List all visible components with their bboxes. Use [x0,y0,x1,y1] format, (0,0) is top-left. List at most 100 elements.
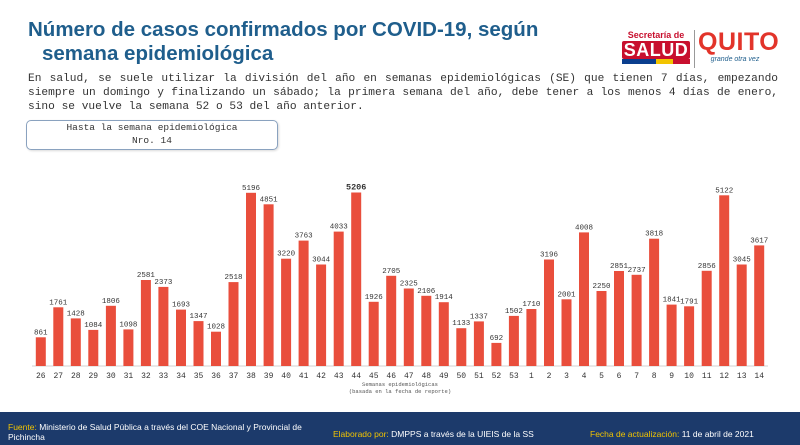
footer-source-key: Fuente: [8,422,37,432]
data-label-week-37: 2518 [224,274,242,282]
x-tick-label-4: 4 [582,372,587,381]
page-title-line2: semana epidemiológica [42,42,274,65]
x-tick-label-32: 32 [141,372,151,381]
bar-week-37 [228,282,239,366]
footer-upd-key: Fecha de actualización: [590,429,680,439]
x-tick-label-42: 42 [316,372,326,381]
footer-elaborated: Elaborado por: DMPPS a través de la UIEI… [333,429,534,439]
logo-divider [694,30,695,68]
x-tick-label-53: 53 [509,372,519,381]
bar-week-6 [614,271,624,366]
week-badge-line1: Hasta la semana epidemiológica [66,122,238,133]
data-label-week-42: 3044 [312,257,331,265]
data-label-week-33: 2373 [154,279,173,287]
x-tick-label-13: 13 [737,372,747,381]
x-tick-label-10: 10 [684,372,694,381]
x-tick-label-47: 47 [404,372,414,381]
data-label-week-26: 861 [34,329,48,337]
bar-week-5 [596,291,607,366]
data-label-week-3: 2001 [557,291,576,299]
x-tick-label-12: 12 [719,372,729,381]
bar-week-31 [123,329,134,366]
x-tick-label-27: 27 [53,372,63,381]
page-title: Número de casos confirmados por COVID-19… [28,18,588,66]
x-tick-label-43: 43 [334,372,344,381]
data-label-week-46: 2705 [382,268,401,276]
secretaria-salud-logo: Secretaría de SALUD [622,30,690,68]
bar-week-26 [35,337,46,366]
data-label-week-27: 1761 [49,299,68,307]
data-label-week-28: 1428 [67,310,85,318]
data-label-week-31: 1098 [119,321,137,329]
data-label-week-45: 1926 [365,294,384,302]
week-badge: Hasta la semana epidemiológica Nro. 14 [26,120,278,150]
data-label-week-9: 1841 [663,297,682,305]
footer-source-text: Ministerio de Salud Pública a través del… [8,422,302,442]
cases-bar-chart: 8612617612714282810842918063010983125813… [32,183,768,395]
data-label-week-41: 3763 [295,233,314,241]
bar-week-12 [719,195,730,366]
bar-week-11 [701,270,712,366]
bar-week-2 [544,259,554,366]
data-label-week-52: 692 [490,335,504,343]
bar-week-14 [754,245,765,366]
data-label-week-34: 1693 [172,302,191,310]
data-label-week-32: 2581 [137,272,156,280]
bar-week-30 [105,305,116,366]
x-tick-label-44: 44 [351,372,361,381]
x-tick-label-2: 2 [547,372,552,381]
x-axis-note: (basada en la fecha de reporte) [349,388,451,395]
x-tick-label-49: 49 [439,372,449,381]
bar-week-35 [193,321,204,366]
bar-week-3 [561,299,572,366]
x-tick-label-34: 34 [176,372,186,381]
salud-logo-main-text: SALUD [622,40,690,60]
data-label-week-38: 5196 [242,185,261,193]
salud-logo-top-text: Secretaría de [627,30,685,40]
data-label-week-13: 3045 [733,257,752,265]
x-tick-label-52: 52 [492,372,502,381]
quito-logo-tagline: grande otra vez [710,56,760,63]
bar-week-44 [351,192,362,366]
x-tick-label-45: 45 [369,372,379,381]
bar-week-39 [263,204,274,366]
bar-week-1 [526,309,537,366]
data-label-week-10: 1791 [680,298,699,306]
footer-updated: Fecha de actualización: 11 de abril de 2… [590,429,754,439]
bar-week-13 [736,264,747,366]
salud-logo-stripe [622,59,690,64]
data-label-week-39: 4851 [260,196,279,204]
footer-elab-key: Elaborado por: [333,429,389,439]
x-tick-label-51: 51 [474,372,484,381]
data-label-week-47: 2325 [400,281,419,289]
bar-week-7 [631,274,642,366]
bar-week-45 [368,301,379,366]
bar-week-4 [579,232,589,366]
bar-week-32 [140,280,151,366]
data-label-week-14: 3617 [750,237,768,245]
bar-week-29 [88,329,99,366]
bar-week-49 [438,302,449,366]
bar-week-46 [386,275,397,366]
x-tick-label-50: 50 [456,372,466,381]
bar-week-53 [508,315,519,366]
x-tick-label-46: 46 [386,372,396,381]
data-label-week-50: 1133 [452,320,471,328]
bar-week-51 [473,321,484,366]
bar-week-42 [316,264,327,366]
bar-week-48 [421,295,432,366]
bar-week-8 [649,238,660,366]
data-label-week-53: 1502 [505,308,523,316]
data-label-week-6: 2851 [610,263,629,271]
bar-week-27 [53,307,64,366]
x-tick-label-9: 9 [669,372,674,381]
bar-week-10 [684,306,695,366]
data-label-week-8: 3818 [645,231,663,239]
bar-week-41 [298,240,309,366]
x-tick-label-29: 29 [88,372,98,381]
data-label-week-36: 1028 [207,324,225,332]
x-tick-label-5: 5 [599,372,604,381]
week-badge-line2: Nro. 14 [132,135,172,146]
bar-week-47 [403,288,414,366]
x-tick-label-41: 41 [299,372,309,381]
